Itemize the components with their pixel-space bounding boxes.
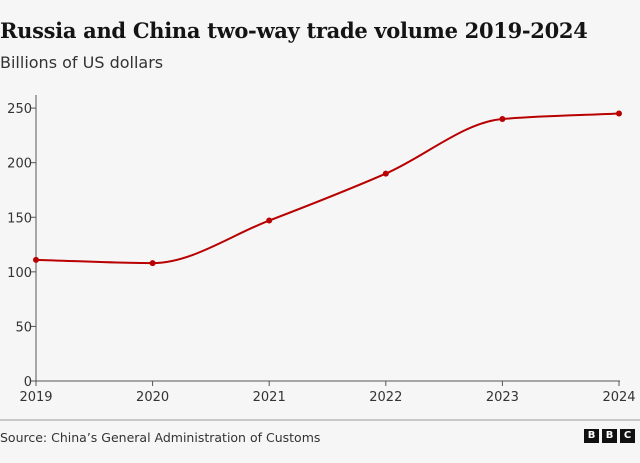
x-tick-label: 2023: [486, 390, 519, 405]
x-tick-label: 2019: [19, 390, 52, 405]
y-tick-label: 0: [24, 375, 32, 390]
y-tick-label: 50: [15, 320, 32, 335]
x-tick-label: 2020: [136, 390, 169, 405]
logo-letter-b2: B: [602, 429, 617, 443]
line-chart: 0 50 100 150 200 250 2019 2020 2021 2022 2023 2024: [7, 95, 636, 405]
x-tick-label: 2024: [602, 390, 635, 405]
data-point: [616, 110, 622, 117]
data-point: [382, 170, 389, 177]
data-point: [149, 260, 156, 267]
y-tick-label: 200: [7, 157, 32, 172]
y-tick-label: 150: [7, 211, 32, 226]
chart-title: Russia and China two-way trade volume 20…: [0, 18, 588, 43]
chart-subtitle: Billions of US dollars: [0, 53, 164, 72]
x-tick-label: 2022: [369, 390, 402, 405]
data-point: [499, 116, 506, 123]
footer-divider: [0, 419, 640, 421]
source-note: Source: China’s General Administration o…: [0, 430, 321, 445]
series-line: [35, 112, 620, 265]
data-point: [266, 217, 273, 224]
y-tick-label: 250: [7, 102, 32, 117]
logo-letter-b1: B: [584, 429, 599, 443]
bbc-logo: B B C: [584, 429, 635, 443]
x-tick-label: 2021: [253, 390, 286, 405]
y-tick-label: 100: [7, 266, 32, 281]
data-point: [33, 256, 39, 263]
logo-letter-c: C: [620, 429, 635, 443]
